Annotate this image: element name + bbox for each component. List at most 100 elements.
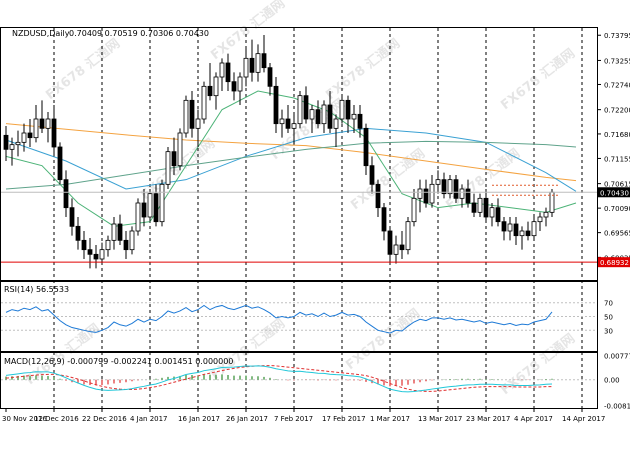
- candle: [171, 137, 177, 175]
- macd-label: MACD(12,26,9) -0.000799 -0.002241 0.0014…: [4, 357, 233, 366]
- candle-body: [531, 221, 537, 237]
- time-tick-label: 16 Jan 2017: [178, 415, 220, 423]
- candle: [309, 105, 315, 133]
- candle: [537, 212, 543, 231]
- candle: [543, 207, 549, 227]
- candle-body: [327, 104, 333, 129]
- candle: [477, 193, 483, 217]
- candle-body: [9, 144, 15, 150]
- candle-body: [357, 113, 363, 129]
- time-tick-label: 23 Mar 2017: [466, 415, 510, 423]
- candle: [315, 100, 321, 129]
- candle: [255, 44, 261, 82]
- candle-body: [255, 53, 261, 73]
- candle: [519, 226, 525, 250]
- candle: [3, 126, 9, 161]
- candle-body: [465, 188, 471, 204]
- candle-body: [315, 109, 321, 125]
- macd-tick-label: 0.007773: [604, 352, 630, 360]
- current-price-label: 0.70430: [600, 189, 629, 197]
- candle-body: [441, 179, 447, 195]
- macd-signal-line: [5, 365, 552, 392]
- candle: [105, 235, 111, 257]
- candle: [27, 119, 33, 147]
- candle-body: [345, 99, 351, 120]
- price-tick-label: 0.69565: [604, 230, 630, 238]
- candle: [147, 189, 153, 222]
- candle-body: [141, 202, 147, 218]
- time-tick-label: 26 Jan 2017: [226, 415, 268, 423]
- candle-body: [183, 99, 189, 134]
- candle-body: [537, 216, 543, 223]
- rsi-tick-label: 50: [604, 314, 613, 322]
- candle-body: [423, 188, 429, 204]
- candle: [291, 114, 297, 143]
- candle: [201, 81, 207, 124]
- candle: [381, 203, 387, 241]
- candle-body: [123, 239, 129, 251]
- candle-body: [207, 85, 213, 97]
- macd-tick-label: -0.008165: [604, 402, 630, 410]
- candle: [429, 175, 435, 208]
- candle: [285, 105, 291, 133]
- ohlc-readout: 0.70409 0.70519 0.70306 0.70430: [69, 29, 209, 38]
- candle-body: [219, 62, 225, 78]
- macd-panel: [0, 352, 598, 409]
- candle: [327, 91, 333, 133]
- candle-body: [45, 118, 51, 129]
- candle: [435, 170, 441, 194]
- candle: [243, 49, 249, 87]
- moving-average-line: [5, 140, 577, 190]
- candle: [273, 77, 279, 133]
- candle-body: [189, 99, 195, 129]
- candle-body: [399, 244, 405, 251]
- candle-body: [87, 249, 93, 255]
- candle-body: [39, 118, 45, 129]
- candle: [507, 217, 513, 241]
- time-tick-label: 30 Nov 2016: [2, 415, 47, 423]
- candle-body: [363, 127, 369, 167]
- candle: [345, 95, 351, 133]
- candle: [495, 198, 501, 227]
- candle: [207, 63, 213, 101]
- candle-body: [3, 134, 9, 150]
- candle-body: [153, 193, 159, 223]
- support-price-label: 0.68932: [600, 259, 629, 267]
- candle-body: [501, 221, 507, 232]
- candle: [261, 35, 267, 73]
- candle: [99, 242, 105, 264]
- rsi-series: 70 50 30: [1, 300, 613, 335]
- time-tick-label: 12 Dec 2016: [34, 415, 79, 423]
- candle-body: [231, 81, 237, 92]
- current-price-tag: [598, 187, 630, 198]
- candle-body: [417, 188, 423, 199]
- candle-body: [117, 223, 123, 241]
- rsi-tick-label: 30: [604, 327, 613, 335]
- candle-body: [81, 239, 87, 251]
- candle: [459, 184, 465, 208]
- candle-body: [279, 118, 285, 125]
- candle-body: [285, 118, 291, 129]
- macd-main-line: [5, 365, 553, 393]
- candle: [297, 91, 303, 129]
- candle: [351, 105, 357, 133]
- candle: [453, 175, 459, 203]
- candle-body: [489, 207, 495, 218]
- candle-body: [525, 230, 531, 237]
- candle-body: [297, 95, 303, 125]
- candle-body: [225, 62, 231, 83]
- candle-body: [51, 118, 57, 148]
- candle-body: [21, 132, 27, 143]
- candle: [423, 179, 429, 208]
- candle: [339, 95, 345, 124]
- candle: [393, 235, 399, 264]
- candle-body: [147, 193, 153, 218]
- macd-series: 0.007773 0.00 -0.008165: [1, 352, 630, 410]
- candle: [21, 123, 27, 152]
- candle-body: [27, 132, 33, 139]
